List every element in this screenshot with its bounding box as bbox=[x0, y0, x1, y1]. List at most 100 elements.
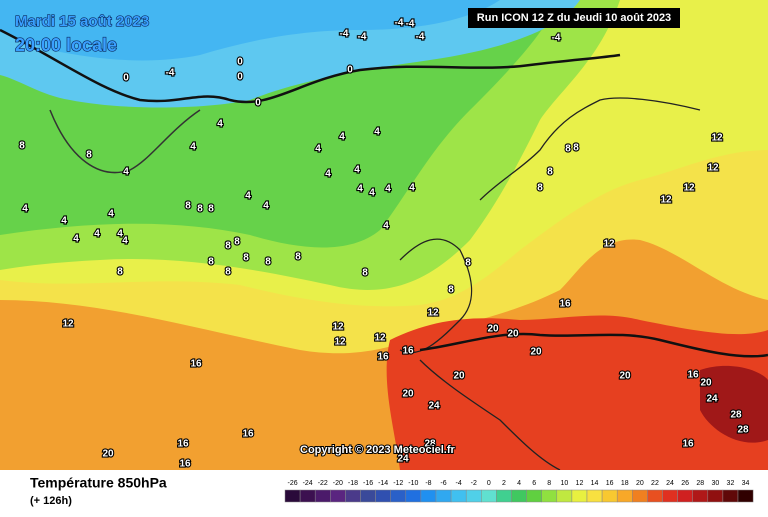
contour-label: 0 bbox=[123, 73, 129, 84]
contour-label: 8 bbox=[117, 267, 123, 278]
contour-label: 8 bbox=[225, 267, 231, 278]
contour-label: 12 bbox=[603, 239, 615, 250]
legend-swatch bbox=[496, 489, 512, 503]
contour-label: 16 bbox=[402, 346, 414, 357]
contour-label: 28 bbox=[730, 410, 742, 421]
legend-tick-label: 16 bbox=[606, 480, 614, 487]
contour-label: 12 bbox=[683, 183, 695, 194]
legend-tick-label: 30 bbox=[711, 480, 719, 487]
legend-tick-label: -6 bbox=[440, 480, 446, 487]
contour-label: -4 bbox=[406, 19, 415, 30]
contour-label: 20 bbox=[700, 378, 712, 389]
legend-swatch bbox=[526, 489, 542, 503]
legend-swatch bbox=[284, 489, 301, 503]
legend-tick-label: 28 bbox=[696, 480, 704, 487]
contour-label: 4 bbox=[123, 167, 129, 178]
run-label: Run ICON 12 Z du Jeudi 10 août 2023 bbox=[477, 12, 671, 24]
contour-label: 4 bbox=[369, 188, 375, 199]
contour-label: 4 bbox=[385, 184, 391, 195]
legend-tick-label: -20 bbox=[333, 480, 343, 487]
contour-label: -4 bbox=[416, 32, 425, 43]
contour-label: 16 bbox=[177, 439, 189, 450]
legend-tick-label: -12 bbox=[393, 480, 403, 487]
time-label: 20:00 locale bbox=[15, 35, 117, 55]
contour-label: 8 bbox=[465, 258, 471, 269]
legend-tick-label: 14 bbox=[591, 480, 599, 487]
legend-tick-label: 0 bbox=[487, 480, 491, 487]
legend-swatch bbox=[707, 489, 724, 503]
date-label: Mardi 15 août 2023 bbox=[15, 13, 149, 30]
legend-tick-label: -4 bbox=[456, 480, 462, 487]
contour-label: 0 bbox=[255, 98, 261, 109]
legend-tick-label: 32 bbox=[727, 480, 735, 487]
contour-label: 8 bbox=[565, 144, 571, 155]
legend-swatch bbox=[601, 489, 618, 503]
legend-tick-label: 22 bbox=[651, 480, 659, 487]
contour-label: 12 bbox=[711, 133, 723, 144]
contour-label: 16 bbox=[179, 459, 191, 470]
contour-label: 8 bbox=[208, 257, 214, 268]
run-box bbox=[468, 8, 680, 28]
contour-label: 20 bbox=[507, 329, 519, 340]
contour-label: 12 bbox=[427, 308, 439, 319]
contour-label: 16 bbox=[377, 352, 389, 363]
contour-label: 8 bbox=[19, 141, 25, 152]
legend-swatch bbox=[616, 489, 633, 503]
contour-label: 16 bbox=[682, 439, 694, 450]
contour-label: 20 bbox=[487, 324, 499, 335]
contour-label: 4 bbox=[117, 229, 123, 240]
legend-tick-label: -14 bbox=[378, 480, 388, 487]
contour-label: 8 bbox=[234, 237, 240, 248]
legend-swatch bbox=[330, 489, 346, 503]
legend-swatch bbox=[299, 489, 316, 503]
hot-zone bbox=[386, 315, 768, 470]
legend-tick-label: 24 bbox=[666, 480, 674, 487]
legend-tick-label: 34 bbox=[742, 480, 750, 487]
contour-label: 20 bbox=[402, 389, 414, 400]
legend-swatch bbox=[647, 489, 663, 503]
contour-label: 20 bbox=[453, 371, 465, 382]
legend-tick-label: 4 bbox=[517, 480, 521, 487]
contour-label: 4 bbox=[374, 127, 380, 138]
contour-label: 4 bbox=[325, 169, 331, 180]
legend-swatch bbox=[360, 489, 376, 503]
legend-swatch bbox=[375, 489, 391, 503]
contour-label: 8 bbox=[265, 257, 271, 268]
legend-tick-label: -26 bbox=[287, 480, 297, 487]
legend-tick-label: 2 bbox=[502, 480, 506, 487]
contour-label: 12 bbox=[334, 337, 346, 348]
contour-label: 12 bbox=[707, 163, 719, 174]
contour-label: 8 bbox=[295, 252, 301, 263]
contour-label: 4 bbox=[190, 142, 196, 153]
coastline bbox=[49, 109, 201, 174]
legend-tick-label: -2 bbox=[471, 480, 477, 487]
colder-zone bbox=[0, 0, 500, 61]
legend-swatch bbox=[722, 489, 739, 503]
contour-label: -4 bbox=[358, 32, 367, 43]
legend-swatch bbox=[465, 489, 482, 503]
contour-label: 4 bbox=[22, 204, 28, 215]
legend-swatch bbox=[314, 489, 331, 503]
contour-label: 4 bbox=[122, 236, 128, 247]
contour-label: -4 bbox=[395, 18, 404, 29]
contour-label: -4 bbox=[340, 29, 349, 40]
contour-label: 4 bbox=[383, 221, 389, 232]
legend-tick-label: 6 bbox=[532, 480, 536, 487]
contour-label: 24 bbox=[428, 401, 440, 412]
footer-title: Température 850hPa bbox=[30, 475, 167, 491]
contour-label: 20 bbox=[530, 347, 542, 358]
contour-label: 4 bbox=[263, 201, 269, 212]
contour-label: -4 bbox=[166, 68, 175, 79]
contour-label: 16 bbox=[687, 370, 699, 381]
contour-label: 8 bbox=[537, 183, 543, 194]
contour-label: 20 bbox=[102, 449, 114, 460]
legend-swatch bbox=[632, 489, 648, 503]
copyright: Copyright © 2023 Meteociel.fr bbox=[300, 444, 456, 456]
contour-label: 4 bbox=[108, 209, 114, 220]
legend-swatch bbox=[420, 489, 437, 503]
legend-tick-label: 8 bbox=[547, 480, 551, 487]
legend-tick-label: -22 bbox=[318, 480, 328, 487]
legend-swatch bbox=[556, 489, 573, 503]
